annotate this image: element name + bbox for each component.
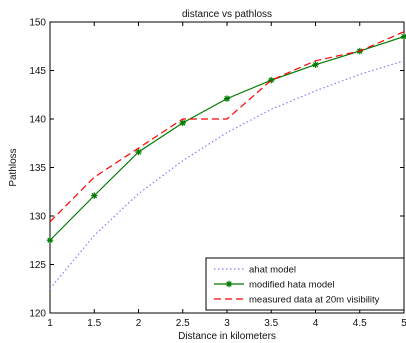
x-tick-label: 3 [224, 318, 230, 329]
legend-label-2: modified hata model [249, 280, 335, 291]
legend-label-1: ahat model [249, 265, 296, 276]
y-tick-label: 125 [29, 260, 46, 271]
x-tick-label: 1.5 [87, 318, 101, 329]
x-tick-label: 2 [136, 318, 142, 329]
data-point-marker [179, 119, 186, 127]
x-tick-label: 5 [401, 318, 406, 329]
x-tick-label: 1 [47, 318, 53, 329]
data-point-marker [400, 33, 406, 40]
data-point-marker [91, 192, 98, 199]
y-axis-label: Pathloss [8, 148, 19, 186]
x-tick-label: 2.5 [176, 318, 190, 329]
data-point-marker [268, 77, 275, 84]
y-tick-label: 130 [29, 212, 46, 223]
data-point-marker [46, 237, 54, 244]
legend: ahat model modified hata model measured da… [205, 257, 405, 311]
x-tick-label: 4.5 [353, 318, 367, 329]
data-point-marker [135, 148, 142, 156]
y-tick-label: 120 [29, 309, 46, 320]
x-axis-label: Distance in kilometers [178, 331, 276, 342]
data-point-marker [223, 95, 231, 102]
y-tick-label: 145 [29, 66, 46, 77]
x-tick-label: 3.5 [264, 318, 278, 329]
legend-marker [225, 280, 233, 288]
legend-label-3: measured data at 20m visibility [249, 295, 380, 306]
y-tick-label: 135 [29, 163, 46, 174]
y-tick-label: 140 [29, 115, 46, 126]
data-point-marker [312, 61, 319, 68]
x-tick-label: 4 [313, 318, 319, 329]
series-line-3 [49, 31, 405, 223]
chart-title: distance vs pathloss [182, 9, 272, 20]
y-tick-label: 150 [29, 18, 46, 29]
